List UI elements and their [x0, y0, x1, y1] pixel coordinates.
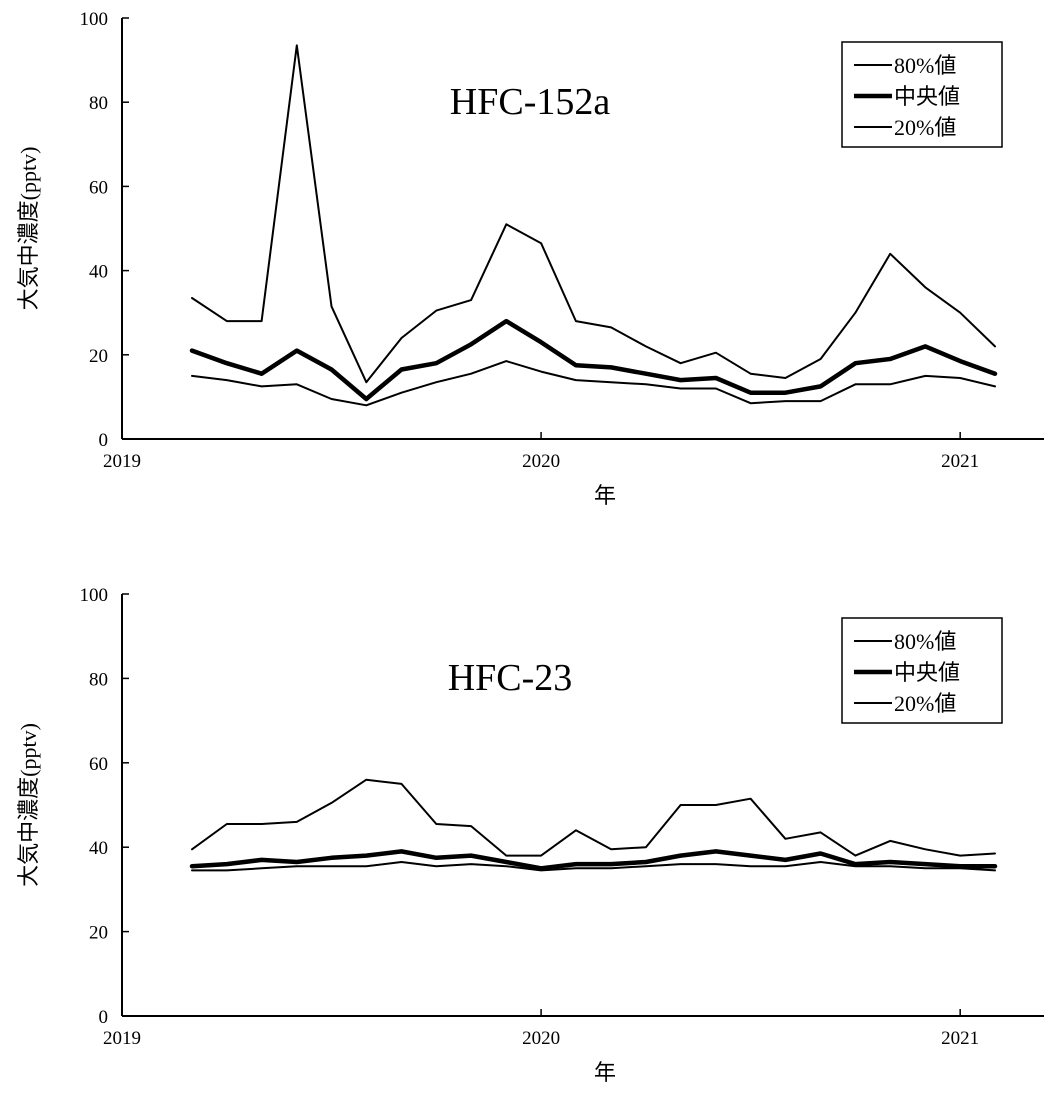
x-tick-label: 2020: [522, 451, 560, 472]
series-line-2: [191, 360, 996, 407]
x-axis-label: 年: [594, 483, 616, 508]
x-tick-label: 2021: [941, 1028, 979, 1049]
legend-label: 20%値: [894, 691, 956, 716]
y-tick-label: 100: [80, 9, 109, 30]
y-tick-label: 0: [99, 1007, 109, 1028]
y-tick-label: 40: [89, 262, 108, 283]
y-tick-label: 60: [89, 177, 108, 198]
series-line-0: [191, 778, 996, 857]
x-axis-label: 年: [594, 1060, 616, 1085]
y-tick-label: 20: [89, 923, 108, 944]
legend-label: 80%値: [894, 53, 956, 78]
x-tick-label: 2019: [103, 451, 141, 472]
chart-panel-hfc-152a: 0 20 40 60 80 100 2019 2020 2021 年 大気中濃度(pptv) HFC-…: [16, 9, 1044, 508]
y-tick-label: 60: [89, 754, 108, 775]
series-line-0: [191, 44, 996, 384]
series-line-1: [189, 849, 998, 871]
y-tick-label: 80: [89, 93, 108, 114]
chart-title: HFC-23: [448, 657, 573, 699]
y-tick-label: 40: [89, 838, 108, 859]
chart-title: HFC-152a: [450, 81, 611, 123]
chart-panel-hfc-23: 0 20 40 60 80 100 2019 2020 2021 年 大気中濃度(pptv) HFC-…: [16, 585, 1044, 1085]
x-tick-label: 2021: [941, 451, 979, 472]
legend-label: 80%値: [894, 629, 956, 654]
y-axis-label: 大気中濃度(pptv): [16, 723, 41, 887]
x-tick-label: 2020: [522, 1028, 560, 1049]
y-tick-label: 20: [89, 346, 108, 367]
legend-label: 20%値: [894, 115, 956, 140]
legend-label: 中央値: [894, 84, 960, 109]
x-tick-label: 2019: [103, 1028, 141, 1049]
legend-label: 中央値: [894, 660, 960, 685]
series-line-2: [191, 861, 996, 872]
series-line-1: [189, 318, 998, 402]
y-axis-label: 大気中濃度(pptv): [16, 147, 41, 311]
y-tick-label: 0: [99, 430, 109, 451]
y-tick-label: 100: [80, 585, 109, 606]
y-tick-label: 80: [89, 669, 108, 690]
